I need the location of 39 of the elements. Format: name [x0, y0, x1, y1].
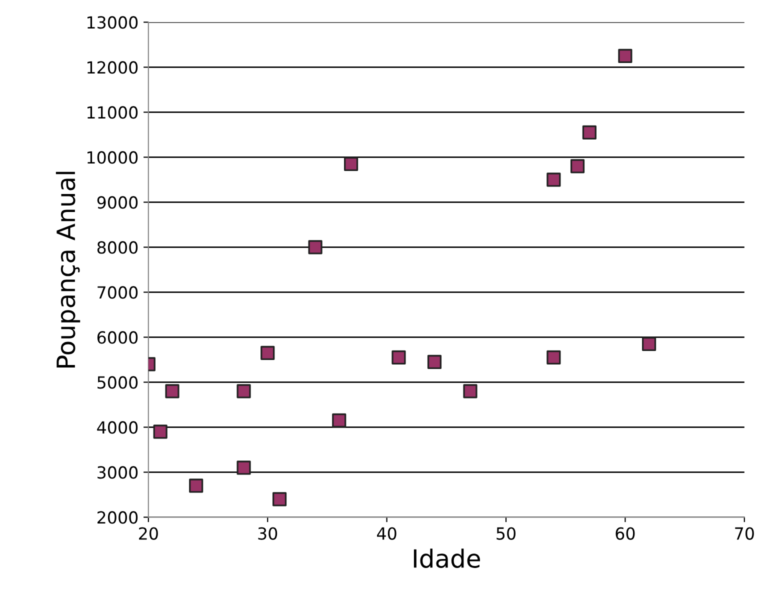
- y-tick-label: 4000: [97, 421, 138, 434]
- y-tick-label: 11000: [88, 106, 138, 119]
- point: [332, 413, 346, 428]
- x-tick-label: 40: [377, 527, 396, 540]
- x-tick-label: 30: [258, 527, 278, 540]
- y-tick-label: 5000: [98, 376, 138, 389]
- x-tick-label: 70: [735, 527, 754, 540]
- y-tick-label: 2000: [98, 511, 138, 524]
- y-tick-label: 10000: [88, 151, 138, 164]
- point: [153, 424, 168, 439]
- point: [236, 460, 251, 475]
- point: [236, 384, 251, 398]
- y-tick-label: 13000: [88, 16, 138, 29]
- point: [618, 48, 632, 63]
- y-tick-label: 3000: [98, 466, 138, 479]
- point: [582, 125, 596, 140]
- x-tick-label: 20: [139, 527, 158, 540]
- y-tick-label: 9000: [97, 196, 138, 209]
- x-tick-label: 50: [496, 527, 516, 540]
- x-axis-title: Idade: [414, 548, 480, 568]
- y-axis-title: Poupança Anual: [56, 172, 80, 368]
- point: [642, 336, 656, 351]
- y-tick-label: 12000: [88, 61, 138, 74]
- y-tick-label: 7000: [98, 286, 138, 299]
- point: [165, 384, 180, 398]
- point: [392, 350, 406, 364]
- point: [189, 478, 204, 493]
- y-tick-label: 8000: [97, 241, 138, 254]
- point: [427, 354, 442, 369]
- point: [308, 240, 322, 254]
- point: [546, 172, 561, 187]
- point: [344, 156, 358, 171]
- point: [260, 346, 275, 360]
- point: [272, 492, 287, 506]
- point: [570, 159, 585, 174]
- point: [463, 384, 478, 398]
- y-tick-label: 6000: [97, 331, 138, 344]
- point: [546, 350, 561, 364]
- x-tick-label: 60: [616, 527, 635, 540]
